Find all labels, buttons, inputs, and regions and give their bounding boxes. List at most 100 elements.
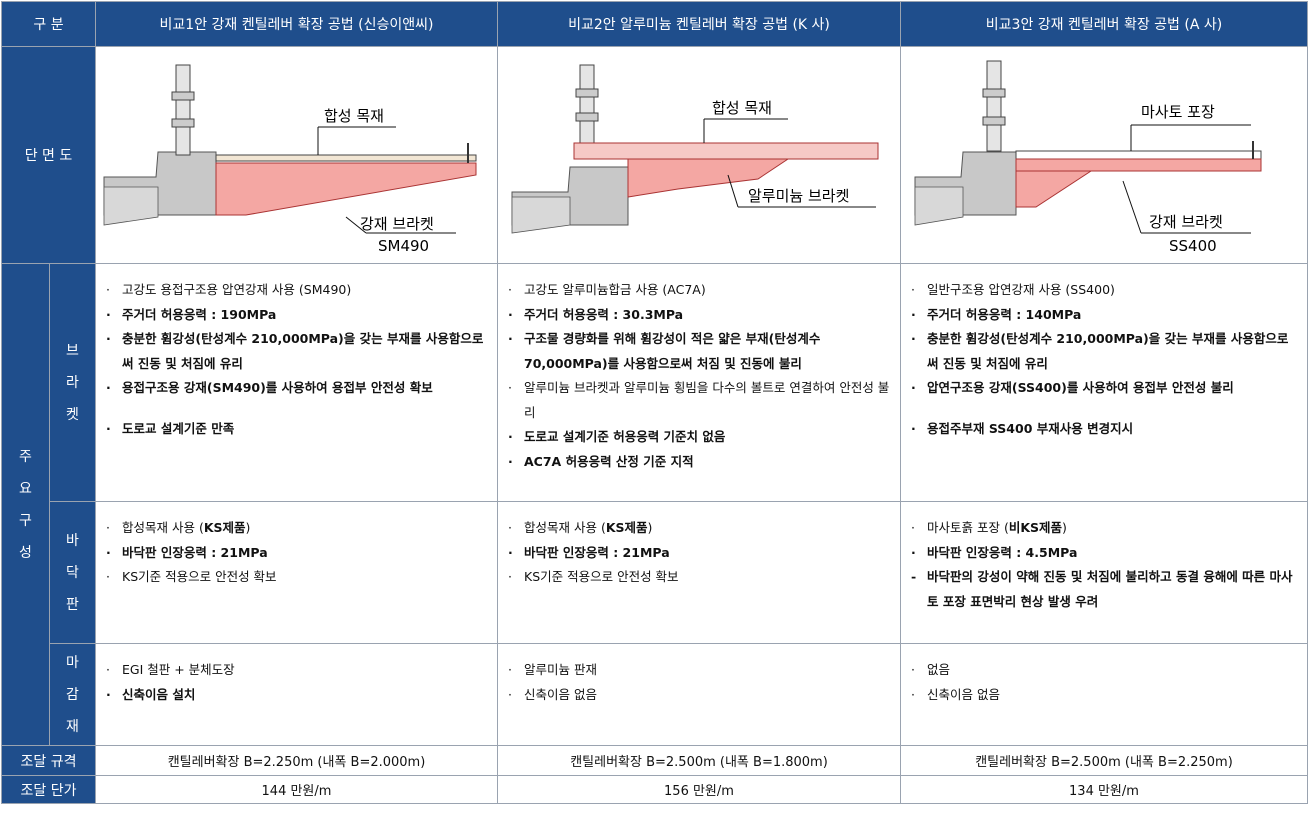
finish-row: 마 감 재 · EGI 철판 + 분체도장 · 신축이음 설치 · 알루미늄 판재 · 신축…	[2, 643, 1308, 746]
bullet-item: · 고강도 용접구조용 압연강재 사용 (SM490)	[106, 278, 487, 303]
main-composition-label: 주 요 구 성	[1, 263, 50, 746]
label-char: 주	[19, 448, 32, 465]
bullet-text: 합성목재 사용 (KS제품)	[524, 520, 653, 535]
finish-col3: · 없음 · 신축이음 없음	[900, 643, 1308, 746]
aluminum-bracket	[627, 158, 790, 198]
bullet-text: 고강도 알루미늄합금 사용 (AC7A)	[524, 282, 706, 297]
bullet-text: KS기준 적용으로 안전성 확보	[524, 569, 679, 584]
label-char: 브	[66, 342, 79, 359]
drawing-label-bottom: 강재 브라켓	[1149, 213, 1223, 231]
bullet-text: KS기준 적용으로 안전성 확보	[122, 569, 277, 584]
bullet-item: · 압연구조용 강재(SS400)를 사용하여 용접부 안전성 불리	[911, 376, 1297, 401]
cross-section-drawing-1: 합성 목재 강재 브라켓 SM490	[103, 64, 477, 255]
bullet-item: · 마사토흙 포장 (비KS제품)	[911, 516, 1297, 541]
drawing-label-bottom: 알루미늄 브라켓	[748, 187, 849, 205]
bullet-mark: ·	[508, 331, 513, 346]
price-row: 조달 단가 144 만원/m 156 만원/m 134 만원/m	[1, 775, 1308, 804]
finish-col2: · 알루미늄 판재 · 신축이음 없음	[497, 643, 901, 746]
header-col3: 비교3안 강재 켄틸레버 확장 공법 (A 사)	[900, 1, 1308, 47]
bullet-text: 바닥판 인장응력 : 21MPa	[524, 544, 670, 560]
drawing-col2: 합성 목재 알루미늄 브라켓	[497, 46, 901, 264]
guard-post	[986, 60, 1002, 152]
bullet-item: · KS기준 적용으로 안전성 확보	[106, 565, 487, 590]
spec-label: 조달 규격	[1, 745, 96, 776]
post-clamp	[982, 116, 1006, 126]
bullet-text: 구조물 경량화를 위해 휨강성이 적은 얇은 부재(탄성계수 70,000MPa…	[524, 331, 821, 371]
bullet-mark: ·	[508, 380, 512, 395]
bullet-text: 바닥판의 강성이 약해 진동 및 처짐에 불리하고 동결 융해에 따른 마사토 …	[927, 569, 1293, 609]
bullet-item: · 신축이음 없음	[911, 683, 1297, 708]
bullet-item: · 충분한 휨강성(탄성계수 210,000MPa)을 갖는 부재를 사용함으로써…	[911, 327, 1297, 376]
bullet-text: 충분한 휨강성(탄성계수 210,000MPa)을 갖는 부재를 사용함으로써 …	[122, 331, 484, 371]
bullet-text: 알루미늄 브라켓과 알루미늄 횡빔을 다수의 볼트로 연결하여 안전성 불리	[524, 380, 890, 420]
bullet-mark: ·	[106, 282, 110, 297]
deck-row: 바 닥 판 · 합성목재 사용 (KS제품) · 바닥판 인장응력 : 21MPa · K…	[2, 501, 1308, 644]
price-col1: 144 만원/m	[95, 775, 498, 804]
bracket-row: 주 요 구 성 브 라 켓 · 고강도 용접구조용 압연강재 사용 (SM490)…	[1, 263, 1308, 746]
leader-line	[345, 216, 367, 234]
bullet-text: 바닥판 인장응력 : 4.5MPa	[927, 544, 1078, 560]
bullet-text: 용접구조용 강재(SM490)를 사용하여 용접부 안전성 확보	[122, 380, 433, 395]
leader-line	[1122, 180, 1142, 234]
label-char: 판	[66, 596, 79, 613]
ground-slab	[103, 186, 159, 226]
cross-section-drawing-3: 마사토 포장 강재 브라켓 SS400	[914, 60, 1262, 255]
deck-col2: · 합성목재 사용 (KS제품) · 바닥판 인장응력 : 21MPa · KS기준 적용…	[497, 501, 901, 644]
bullet-item: · 알루미늄 판재	[508, 658, 890, 683]
drawing-col3: 마사토 포장 강재 브라켓 SS400	[900, 46, 1308, 264]
cross-section-label: 단 면 도	[1, 46, 96, 264]
ground-slab	[511, 196, 571, 234]
price-label: 조달 단가	[1, 775, 96, 804]
bullet-mark: ·	[106, 686, 111, 702]
bullet-text: 신축이음 없음	[927, 686, 1000, 702]
bullet-item: · 신축이음 설치	[106, 683, 487, 708]
ground-slab	[914, 186, 964, 226]
post-clamp	[171, 118, 195, 128]
drawing-label-bottom: 강재 브라켓	[360, 215, 434, 233]
bracket-label: 브 라 켓	[49, 263, 96, 502]
header-col1: 비교1안 강재 켄틸레버 확장 공법 (신승이앤씨)	[95, 1, 498, 47]
header-category: 구 분	[1, 1, 96, 47]
bullet-item: · 알루미늄 브라켓과 알루미늄 횡빔을 다수의 볼트로 연결하여 안전성 불리	[508, 376, 890, 425]
bullet-item: · 구조물 경량화를 위해 휨강성이 적은 얇은 부재(탄성계수 70,000MP…	[508, 327, 890, 376]
drawing-label-top: 마사토 포장	[1141, 103, 1215, 121]
cross-section-row: 단 면 도 합성 목재 강재 브라켓 SM490	[1, 46, 1308, 264]
bullet-item: · 일반구조용 압연강재 사용 (SS400)	[911, 278, 1297, 303]
bullet-text: 주거더 허용응력 : 190MPa	[122, 306, 277, 322]
bullet-text: 용접주부재 SS400 부재사용 변경지시	[927, 420, 1134, 436]
header-col2: 비교2안 알루미늄 켄틸레버 확장 공법 (K 사)	[497, 1, 901, 47]
bullet-text: 바닥판 인장응력 : 21MPa	[122, 544, 268, 560]
bullet-text: AC7A 허용응력 산정 기준 지적	[524, 453, 694, 469]
bullet-mark: ·	[106, 520, 110, 535]
header-row: 구 분 비교1안 강재 켄틸레버 확장 공법 (신승이앤씨) 비교2안 알루미늄…	[1, 1, 1308, 47]
post-clamp	[171, 91, 195, 101]
bullet-mark: ·	[911, 662, 915, 677]
steel-bracket	[215, 162, 477, 216]
post-clamp	[982, 88, 1006, 98]
label-char: 재	[66, 718, 79, 735]
bullet-item	[911, 401, 1297, 417]
price-col2: 156 만원/m	[497, 775, 901, 804]
bullet-mark: ·	[106, 662, 110, 677]
bullet-item: · 주거더 허용응력 : 140MPa	[911, 303, 1297, 328]
label-char: 성	[19, 544, 32, 561]
bullet-item: · 용접구조용 강재(SM490)를 사용하여 용접부 안전성 확보	[106, 376, 487, 401]
bullet-mark: ·	[106, 331, 111, 346]
bracket-col3: · 일반구조용 압연강재 사용 (SS400) · 주거더 허용응력 : 140MPa…	[900, 263, 1308, 502]
bracket-col2: · 고강도 알루미늄합금 사용 (AC7A) · 주거더 허용응력 : 30.3MPa…	[497, 263, 901, 502]
masato-pavement	[1015, 150, 1262, 160]
bullet-item: · 주거더 허용응력 : 190MPa	[106, 303, 487, 328]
bullet-mark: ·	[106, 380, 111, 395]
bullet-item: · EGI 철판 + 분체도장	[106, 658, 487, 683]
bullet-item: · 도로교 설계기준 허용응력 기준치 없음	[508, 425, 890, 450]
bullet-mark: ·	[911, 520, 915, 535]
drawing-label-top: 합성 목재	[324, 107, 384, 125]
bullet-text: 압연구조용 강재(SS400)를 사용하여 용접부 안전성 불리	[927, 380, 1234, 395]
bullet-mark: ·	[508, 520, 512, 535]
drawing-label-bottom-sub: SS400	[1169, 237, 1217, 255]
label-char: 마	[66, 654, 79, 671]
leader-line	[727, 174, 739, 208]
bullet-item: · 합성목재 사용 (KS제품)	[508, 516, 890, 541]
bullet-item: · 고강도 알루미늄합금 사용 (AC7A)	[508, 278, 890, 303]
bullet-text: 도로교 설계기준 허용응력 기준치 없음	[524, 429, 726, 444]
